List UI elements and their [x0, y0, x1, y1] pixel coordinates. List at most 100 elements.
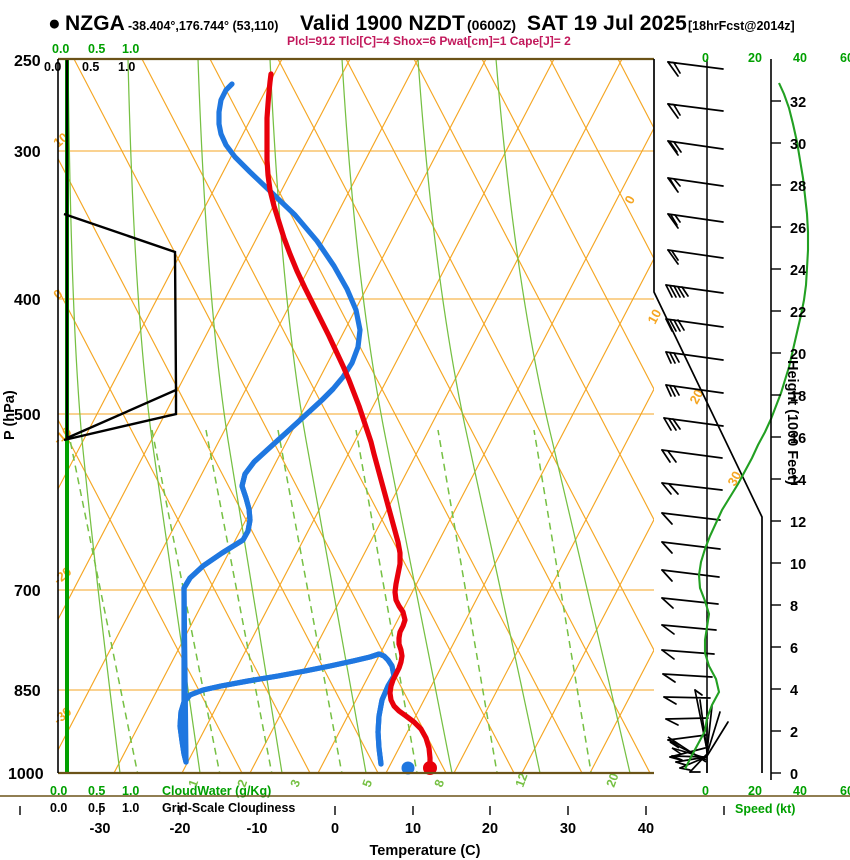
wind-barb: [663, 417, 724, 431]
wind-barb: [667, 213, 724, 229]
speed-tick: 20: [748, 51, 762, 65]
wind-barb: [661, 569, 720, 582]
height-speed-curve: [684, 82, 810, 770]
cloudiness-profile: [63, 59, 178, 442]
cloudwater-axis-label: CloudWater (g/Kg): [162, 784, 271, 798]
height-tick: 4: [790, 683, 798, 699]
wind-barb: [706, 705, 713, 753]
speed-tick: 40: [793, 784, 807, 798]
mixing-ratio-label: 8: [432, 778, 448, 789]
mixing-ratio-label: 1: [186, 778, 202, 789]
adiabat-label: 10: [644, 307, 664, 327]
cloudwater-tick: 0.5: [88, 784, 105, 798]
surface-markers: [401, 761, 437, 775]
temperature-axis-label: Temperature (C): [370, 843, 481, 859]
speed-tick: 40: [793, 51, 807, 65]
wind-barb: [667, 140, 724, 156]
wind-barb: [667, 103, 724, 119]
wind-barb: [699, 699, 708, 753]
cloudwater-tick: 0.0: [50, 784, 67, 798]
height-tick-marks: [771, 100, 781, 774]
wind-barb: [661, 512, 721, 525]
speed-axis-label: Speed (kt): [735, 802, 795, 816]
height-tick: 8: [790, 599, 798, 615]
wind-barb: [663, 696, 711, 705]
cloudwater-tick: 0.5: [88, 42, 105, 56]
temperature-trace: [264, 71, 433, 769]
cloudwater-scale-top: 0.0 0.5 1.0 0.0 0.5 1.0: [44, 42, 139, 74]
plot-background: [58, 59, 654, 773]
wind-barb: [661, 449, 723, 463]
cloudiness-tick: 0.5: [88, 801, 105, 815]
temperature-tick: 40: [638, 821, 654, 837]
temperature-tick: -10: [247, 821, 268, 837]
temperature-tick: 10: [405, 821, 421, 837]
temperature-tick: -20: [170, 821, 191, 837]
indices-text: Plcl=912 Tlcl[C]=4 Shox=6 Pwat[cm]=1 Cap…: [287, 34, 571, 48]
speed-tick: 20: [748, 784, 762, 798]
temperature-tick: 20: [482, 821, 498, 837]
mixing-ratio-label: 2: [235, 778, 251, 789]
height-tick: 32: [790, 95, 806, 111]
temperature-axis: -30 -20 -10 0 10 20 30 40 Temperature (C…: [19, 806, 725, 859]
height-tick: 14: [790, 473, 806, 489]
wind-barb: [706, 711, 721, 755]
temperature-tick: -30: [90, 821, 111, 837]
height-tick: 22: [790, 305, 806, 321]
height-tick: 30: [790, 137, 806, 153]
wind-barb: [665, 384, 724, 397]
cloudiness-tick: 1.0: [122, 801, 139, 815]
temperature-tick: 30: [560, 821, 576, 837]
pressure-tick: 400: [14, 292, 41, 309]
valid-utc: (0600Z): [467, 17, 516, 33]
height-axis-label: Height (1000 Feet): [784, 360, 800, 485]
dewpoint-trace: [177, 81, 397, 767]
wind-barb: [667, 249, 724, 265]
height-tick: 12: [790, 515, 806, 531]
wind-barb: [665, 318, 724, 332]
speed-tick: 0: [702, 51, 709, 65]
speed-tick: 60: [840, 784, 850, 798]
isotherm-lines: [58, 59, 654, 773]
station-coords: -38.404°,176.744° (53,110): [128, 19, 278, 33]
pressure-tick: 250: [14, 53, 41, 70]
stability-indices: Plcl=912 Tlcl[C]=4 Shox=6 Pwat[cm]=1 Cap…: [0, 33, 850, 49]
height-tick-labels: 0 2 4 6 8 10 12 14 16 18 20 22 24 26 28 …: [784, 95, 806, 783]
speed-tick: 0: [702, 784, 709, 798]
pressure-tick: 700: [14, 583, 41, 600]
height-tick: 24: [790, 263, 806, 279]
station-id: NZGA: [65, 12, 125, 35]
height-tick: 2: [790, 725, 798, 741]
mixing-ratio-label: 12: [513, 771, 531, 789]
cloudwater-tick: 1.0: [122, 42, 139, 56]
height-tick: 10: [790, 557, 806, 573]
height-tick: 0: [790, 767, 798, 783]
cloudiness-axis-label: Grid-Scale Cloudiness: [162, 801, 295, 815]
surface-dewpoint-marker: [401, 761, 415, 775]
wind-barb: [667, 177, 724, 193]
pressure-tick: 1000: [8, 766, 44, 783]
wind-barb: [706, 721, 729, 757]
mixing-ratio-label: 20: [604, 771, 622, 789]
height-tick: 26: [790, 221, 806, 237]
header: ● NZGA -38.404°,176.744° (53,110) Valid …: [0, 8, 850, 38]
height-tick: 18: [790, 389, 806, 405]
wind-barb: [665, 351, 724, 364]
mixing-ratio-label: 3: [288, 778, 304, 789]
speed-scale-top: 0 20 40 60: [702, 51, 850, 65]
wind-barb-column: [661, 61, 729, 773]
wind-barb: [665, 284, 724, 298]
cloudwater-tick: 0.0: [52, 42, 69, 56]
height-tick: 20: [790, 347, 806, 363]
cloudiness-tick: 0.5: [82, 60, 99, 74]
cloudwater-tick: 1.0: [122, 784, 139, 798]
station-marker-icon: ●: [48, 12, 61, 35]
wind-barb: [662, 673, 713, 683]
height-tick: 6: [790, 641, 798, 657]
valid-date: SAT 19 Jul 2025: [527, 12, 687, 35]
cloudiness-tick: 1.0: [118, 60, 135, 74]
valid-time: Valid 1900 NZDT: [300, 12, 465, 35]
speed-scale-bottom: 0 20 40 60 Speed (kt): [0, 784, 850, 816]
